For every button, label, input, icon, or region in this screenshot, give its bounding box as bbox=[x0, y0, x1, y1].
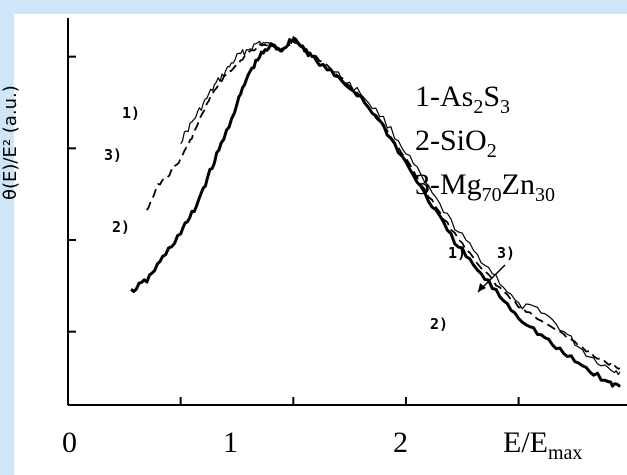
legend-item-3-sub1: 70 bbox=[481, 184, 502, 206]
legend-item-1-prefix: 1-As bbox=[415, 80, 474, 113]
legend-item-3-mid: Zn bbox=[501, 168, 535, 201]
curves bbox=[130, 36, 622, 388]
series-1-line bbox=[180, 36, 621, 376]
y-axis-label: θ(E)/E² (a.u.) bbox=[0, 85, 21, 200]
legend-item-1-sub1: 2 bbox=[473, 96, 484, 118]
legend-item-1: 1-As2S3 bbox=[415, 80, 510, 119]
x-axis-label-sub: max bbox=[548, 442, 583, 464]
curve-label-2-upper: 2) bbox=[112, 218, 131, 236]
annotations bbox=[477, 264, 506, 293]
curve-label-1-upper: 1) bbox=[122, 104, 141, 122]
legend-item-3-sub2: 30 bbox=[535, 184, 555, 206]
legend-item-2-prefix: 2-SiO bbox=[415, 124, 487, 157]
legend-item-2-sub1: 2 bbox=[486, 140, 497, 162]
x-axis-label-main: E/E bbox=[503, 426, 548, 459]
series-2-line bbox=[130, 37, 622, 388]
legend-item-3: 3-Mg70Zn30 bbox=[415, 168, 555, 207]
x-tick-label-0: 0 bbox=[62, 426, 77, 459]
legend-item-1-mid: S bbox=[483, 80, 501, 113]
legend-item-2: 2-SiO2 bbox=[415, 124, 497, 163]
x-tick-label-1: 1 bbox=[223, 426, 238, 459]
x-axis-band bbox=[14, 408, 627, 475]
legend-item-1-sub2: 3 bbox=[500, 96, 511, 118]
legend-item-3-prefix: 3-Mg bbox=[415, 168, 482, 201]
plot-area bbox=[14, 14, 627, 408]
axes bbox=[67, 18, 627, 406]
x-tick-label-2: 2 bbox=[393, 426, 408, 459]
x-axis-label: E/Emax bbox=[503, 426, 582, 465]
curve-label-2-lower: 2) bbox=[430, 315, 449, 333]
curve-label-3-upper: 3) bbox=[104, 146, 123, 164]
series-3-line bbox=[146, 41, 621, 370]
curve-label-3-lower: 3) bbox=[497, 244, 516, 262]
curve-label-3-arrow bbox=[478, 283, 486, 292]
curve-label-1-lower: 1) bbox=[448, 244, 467, 262]
